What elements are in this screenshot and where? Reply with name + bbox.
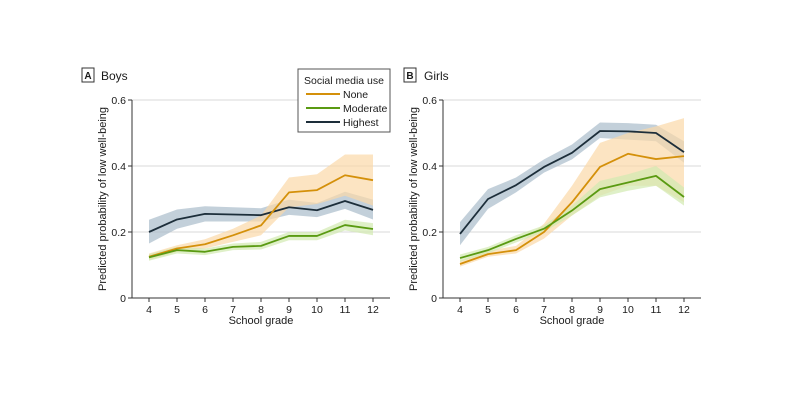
x-tick-label: 9 xyxy=(597,304,603,316)
ci-bands xyxy=(149,154,373,261)
legend-label: None xyxy=(343,89,368,101)
x-tick-label: 11 xyxy=(651,304,662,316)
panel-boys: A Boys 0 0.2 0.4 0.6 4 5 6 7 8 9 10 11 12 School gr… xyxy=(81,67,390,327)
x-tick-label: 6 xyxy=(513,304,519,316)
series-lines xyxy=(148,174,374,259)
x-tick-label: 7 xyxy=(541,304,547,316)
y-tick-label: 0.4 xyxy=(422,161,437,173)
legend-label: Moderate xyxy=(343,103,388,115)
y-axis-title: Predicted probability of low well-being xyxy=(97,107,109,291)
ci-band-moderate xyxy=(149,219,373,261)
legend-title: Social media use xyxy=(304,75,384,87)
ci-bands xyxy=(460,118,684,267)
x-axis-title: School grade xyxy=(540,315,605,327)
y-axis-title: Predicted probability of low well-being xyxy=(408,107,420,291)
y-tick-label: 0.2 xyxy=(111,227,126,239)
x-tick-label: 8 xyxy=(569,304,575,316)
panel-title: Girls xyxy=(424,69,449,83)
x-tick-label: 10 xyxy=(311,304,323,316)
panel-letter-box xyxy=(81,67,95,83)
x-tick-label: 12 xyxy=(678,304,690,316)
ci-band-none xyxy=(460,118,684,267)
x-tick-label: 12 xyxy=(367,304,379,316)
x-ticks: 4 5 6 7 8 9 10 11 12 xyxy=(146,298,379,316)
x-tick-label: 10 xyxy=(622,304,634,316)
y-tick-label: 0 xyxy=(120,293,126,305)
legend-item-none: None xyxy=(306,89,368,101)
x-tick-label: 5 xyxy=(174,304,180,316)
ci-band-moderate xyxy=(460,166,684,262)
panel-letter: B xyxy=(406,71,413,82)
legend-item-moderate: Moderate xyxy=(306,103,388,115)
y-tick-label: 0 xyxy=(431,293,437,305)
x-tick-label: 6 xyxy=(202,304,208,316)
x-ticks: 4 5 6 7 8 9 10 11 12 xyxy=(457,298,690,316)
x-axis-title: School grade xyxy=(229,315,294,327)
y-ticks: 0 0.2 0.4 0.6 xyxy=(422,95,443,305)
legend: Social media use None Moderate Highest xyxy=(297,68,391,133)
panel-letter: A xyxy=(84,71,91,82)
x-tick-label: 7 xyxy=(230,304,236,316)
legend-label: Highest xyxy=(343,117,379,129)
panel-letter-box xyxy=(403,67,417,83)
legend-item-highest: Highest xyxy=(306,117,379,129)
x-tick-label: 11 xyxy=(340,304,351,316)
panel-title: Boys xyxy=(101,69,128,83)
y-tick-label: 0.6 xyxy=(422,95,437,107)
y-tick-label: 0.6 xyxy=(111,95,126,107)
y-tick-label: 0.4 xyxy=(111,161,126,173)
x-tick-label: 9 xyxy=(286,304,292,316)
ci-band-none xyxy=(149,154,373,261)
y-ticks: 0 0.2 0.4 0.6 xyxy=(111,95,132,305)
x-tick-label: 5 xyxy=(485,304,491,316)
x-tick-label: 4 xyxy=(457,304,463,316)
x-tick-label: 4 xyxy=(146,304,152,316)
y-tick-label: 0.2 xyxy=(422,227,437,239)
series-lines xyxy=(459,130,685,265)
panel-girls: B Girls 0 0.2 0.4 0.6 4 5 6 7 8 9 10 11 12 School g… xyxy=(403,67,701,327)
x-tick-label: 8 xyxy=(258,304,264,316)
